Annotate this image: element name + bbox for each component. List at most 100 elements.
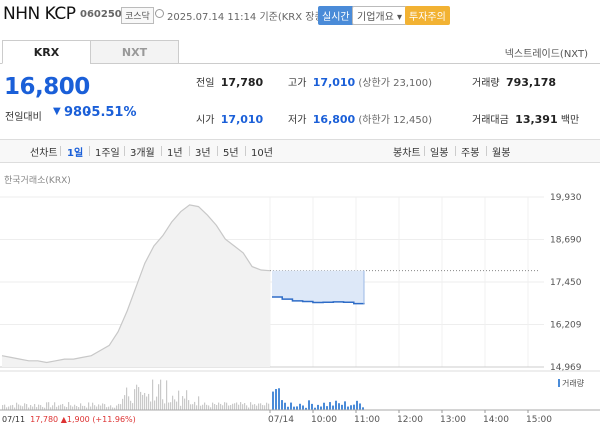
- volume-bar: [92, 402, 94, 410]
- x-tick-label: 07/14: [268, 415, 294, 425]
- volume-bar: [86, 407, 88, 410]
- volume-bar: [122, 398, 124, 410]
- price-chart[interactable]: 19,930 18,690 17,450 16,209 14,969 07/14 10:0…: [0, 185, 600, 432]
- volume-bar: [108, 406, 110, 410]
- y-tick-label: 17,450: [550, 278, 582, 288]
- volume-bar: [212, 402, 214, 410]
- market-badge: 코스닥: [121, 7, 154, 24]
- volume-bar: [144, 392, 146, 410]
- clock-icon: [155, 9, 164, 18]
- prev-day-summary: 07/11 17,780 ▲1,900 (+11.96%): [2, 415, 136, 424]
- volume-bar: [100, 405, 102, 410]
- y-axis-ticks: 19,930 18,690 17,450 16,209 14,969: [550, 193, 582, 373]
- period-3y[interactable]: 3년: [195, 148, 211, 159]
- volume-bar: [192, 404, 194, 410]
- volume-bar: [14, 407, 16, 410]
- volume-bar: [176, 401, 178, 410]
- tab-krx[interactable]: KRX: [2, 40, 91, 64]
- period-1d[interactable]: 1일: [67, 148, 84, 159]
- next-trade-link[interactable]: 넥스트레이드(NXT): [504, 49, 588, 60]
- volume-bar: [60, 404, 62, 410]
- volume-bars: [0, 370, 600, 411]
- volume-bar: [106, 407, 108, 410]
- volume-bar: [154, 400, 156, 410]
- volume-bar: [34, 403, 36, 410]
- prev-day-series: [1, 204, 540, 367]
- divider: [161, 146, 162, 156]
- volume-bar: [82, 405, 84, 410]
- y-tick-label: 16,209: [550, 321, 582, 331]
- y-tick-label: 18,690: [550, 236, 582, 246]
- volume: 거래량 793,178: [472, 76, 557, 89]
- volume-bar: [158, 384, 160, 410]
- volume-bar: [162, 399, 164, 410]
- volume-bar: [296, 406, 298, 410]
- chart-source: 한국거래소(KRX): [4, 176, 71, 186]
- volume-bar: [236, 402, 238, 410]
- volume-bar: [26, 404, 28, 410]
- tab-nxt[interactable]: NXT: [90, 40, 179, 64]
- volume-bar: [98, 404, 100, 410]
- volume-bar: [194, 401, 196, 410]
- y-tick-label: 19,930: [550, 193, 582, 203]
- volume-bar: [36, 407, 38, 410]
- volume-bar: [326, 406, 328, 410]
- volume-bar: [180, 405, 182, 410]
- volume-bar: [284, 402, 286, 410]
- volume-bar: [178, 390, 180, 410]
- volume-bar: [16, 402, 18, 410]
- volume-bar: [323, 402, 325, 410]
- period-5y[interactable]: 5년: [223, 148, 239, 159]
- x-tick-label: 12:00: [397, 415, 423, 425]
- volume-bar: [42, 406, 44, 410]
- volume-bar: [329, 402, 331, 410]
- volume-bar: [302, 405, 304, 410]
- volume-bar: [202, 404, 204, 410]
- divider: [60, 146, 61, 156]
- period-bar: [0, 139, 600, 163]
- realtime-button[interactable]: 실시간: [318, 6, 354, 25]
- current-price: 16,800: [4, 74, 90, 100]
- volume-bar: [188, 400, 190, 410]
- company-overview-dropdown[interactable]: 기업개요 ▾: [352, 6, 407, 25]
- volume-bar: [66, 406, 68, 410]
- volume-bar: [200, 405, 202, 410]
- volume-bar: [347, 406, 349, 410]
- volume-bar: [287, 406, 289, 410]
- period-3m[interactable]: 3개월: [130, 148, 155, 159]
- volume-bar: [4, 404, 6, 410]
- volume-bar: [70, 405, 72, 410]
- volume-bar: [170, 402, 172, 410]
- volume-bar: [126, 387, 128, 410]
- period-1y[interactable]: 1년: [167, 148, 183, 159]
- candle-weekly[interactable]: 주봉: [461, 148, 480, 159]
- volume-bar: [150, 401, 152, 410]
- line-chart-label: 선차트: [30, 148, 58, 159]
- volume-bar: [246, 405, 248, 410]
- divider: [217, 146, 218, 156]
- candle-daily[interactable]: 일봉: [430, 148, 449, 159]
- volume-bar: [198, 396, 200, 410]
- trade-amount: 거래대금 13,391 백만: [472, 113, 580, 126]
- period-1w[interactable]: 1주일: [95, 148, 120, 159]
- today-fill: [272, 270, 364, 305]
- high-price: 고가 17,010 (상한가 23,100): [288, 76, 432, 89]
- volume-bar: [335, 400, 337, 410]
- volume-bar: [186, 390, 188, 410]
- period-10y[interactable]: 10년: [251, 148, 273, 159]
- volume-bar: [172, 395, 174, 410]
- volume-bar: [28, 407, 30, 410]
- volume-bar: [258, 403, 260, 410]
- volume-bar: [8, 406, 10, 410]
- candle-monthly[interactable]: 월봉: [492, 148, 511, 159]
- volume-bar: [320, 406, 322, 410]
- volume-bar: [226, 402, 228, 410]
- x-tick-label: 14:00: [483, 415, 509, 425]
- x-tick-label: 10:00: [311, 415, 337, 425]
- volume-bar: [278, 388, 280, 410]
- volume-bar: [210, 407, 212, 410]
- volume-bar: [266, 402, 268, 410]
- volume-bar: [256, 405, 258, 410]
- volume-bar: [12, 404, 14, 410]
- volume-bar: [50, 407, 52, 410]
